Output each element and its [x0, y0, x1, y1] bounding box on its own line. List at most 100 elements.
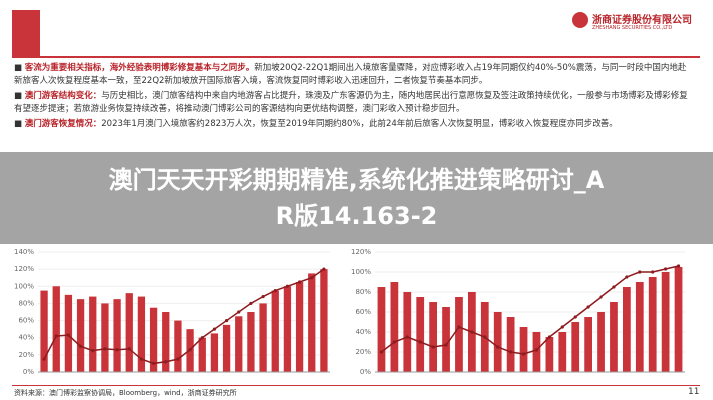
- line: [380, 265, 679, 355]
- y-tick-label: 100%: [351, 268, 371, 276]
- line-point: [470, 330, 474, 334]
- y-tick-label: 0%: [360, 368, 371, 376]
- bullet-head: 澳门游客结构变化：: [24, 91, 102, 101]
- bar: [320, 269, 328, 372]
- line-point: [103, 347, 107, 351]
- line-point: [418, 340, 422, 344]
- y-tick-label: 60%: [18, 317, 34, 325]
- charts: 0% 20% 40% 60% 80% 100% 120% 140% 0% 20% 40% 60% 80%…: [14, 248, 685, 376]
- bar: [648, 277, 657, 372]
- line-point: [212, 327, 217, 331]
- bar: [584, 317, 592, 372]
- page-number: 11: [688, 387, 700, 397]
- bar: [390, 282, 399, 372]
- line-point: [496, 345, 500, 349]
- logo-icon: [572, 12, 588, 28]
- line-point: [573, 315, 577, 319]
- line-point: [509, 350, 513, 354]
- header-accent: [12, 10, 40, 56]
- line-point: [457, 325, 461, 329]
- bar: [137, 296, 146, 372]
- footer-rule: [12, 385, 700, 386]
- bar: [125, 293, 133, 372]
- bar: [493, 312, 502, 372]
- line-point: [521, 352, 526, 356]
- bar: [113, 299, 121, 372]
- line-point: [139, 357, 144, 361]
- y-tick-label: 60%: [355, 308, 371, 316]
- bullet: ■ 澳门游客恢复情况：2023年1月澳门入境旅客约2823万人次，恢复至2019…: [14, 118, 694, 131]
- bullet: ■ 客流为重要相关指标，海外经验表明博彩修复基本与之同步。新加坡20Q2-22Q…: [14, 62, 694, 88]
- line-point: [164, 360, 168, 364]
- banner: 澳门天天开彩期期精准,系统化推进策略研讨_A R版14.163-2: [0, 152, 713, 244]
- y-tick-label: 20%: [18, 351, 34, 359]
- line-point: [638, 270, 642, 274]
- line-point: [322, 267, 326, 271]
- bar: [635, 282, 644, 372]
- bar: [283, 286, 292, 372]
- bullet-text: 与历史相比，澳门旅客结构中来自内地游客占比提升，珠澳及广东客源仍为主，随内地居民…: [14, 91, 688, 114]
- bar: [416, 297, 425, 372]
- bar: [149, 307, 158, 372]
- bar: [308, 273, 316, 372]
- bullet-marker: ■: [14, 63, 25, 73]
- bar: [661, 272, 670, 372]
- bar: [377, 287, 386, 372]
- y-tick-label: 40%: [355, 328, 371, 336]
- banner-line: R版14.163-2: [275, 202, 438, 230]
- bar: [271, 290, 279, 372]
- line-point: [676, 264, 681, 268]
- bar: [597, 312, 605, 372]
- line-point: [392, 340, 396, 344]
- bar: [259, 303, 267, 372]
- bullet-text: 2023年1月澳门入境旅客约2823万人次，恢复至2019年同期约80%，此前2…: [101, 119, 618, 129]
- y-tick-label: 80%: [18, 299, 34, 307]
- line-point: [91, 348, 95, 353]
- logo-name-en: ZHESHANG SECURITIES CO.,LTD: [592, 25, 673, 31]
- bar: [532, 332, 541, 372]
- bar: [519, 327, 528, 372]
- y-tick-label: 40%: [18, 334, 34, 342]
- line-point: [586, 305, 590, 309]
- line: [43, 268, 325, 365]
- bar: [506, 317, 515, 372]
- line-point: [431, 345, 435, 349]
- line-point: [42, 357, 46, 361]
- line-point: [127, 347, 131, 351]
- bar: [101, 303, 109, 372]
- bar: [162, 312, 170, 372]
- line-point: [151, 361, 156, 366]
- line-point: [273, 288, 277, 293]
- y-tick-label: 120%: [351, 248, 371, 256]
- line-point: [188, 348, 192, 352]
- header-rule: [12, 56, 700, 58]
- line-point: [444, 343, 448, 347]
- line-point: [651, 270, 655, 274]
- bar: [295, 282, 304, 372]
- bar: [545, 337, 554, 372]
- line-point: [612, 285, 616, 289]
- banner-line: 澳门天天开彩期期精准,系统化推进策略研讨_A: [108, 166, 605, 194]
- line-point: [261, 294, 265, 299]
- bar: [76, 299, 85, 372]
- bar: [52, 286, 60, 372]
- line-point: [560, 325, 564, 329]
- y-tick-label: 20%: [355, 348, 371, 356]
- bar: [198, 337, 206, 372]
- bar: [40, 290, 48, 372]
- line-point: [547, 335, 551, 339]
- line-point: [224, 318, 229, 323]
- bar: [674, 267, 683, 372]
- line-point: [664, 267, 668, 271]
- y-tick-label: 100%: [14, 282, 34, 290]
- footer-source: 资料来源：澳门博彩监察协调局，Bloomberg，wind，浙商证券研究所: [14, 389, 237, 397]
- bullet-head: 澳门游客恢复情况：: [24, 119, 102, 129]
- line-point: [66, 333, 71, 337]
- line-point: [200, 336, 204, 340]
- bar: [210, 333, 219, 372]
- line-point: [285, 284, 290, 288]
- bar: [623, 287, 631, 372]
- bullet: ■ 澳门游客结构变化：与历史相比，澳门旅客结构中来自内地游客占比提升，珠澳及广东…: [14, 90, 694, 116]
- y-tick-label: 80%: [355, 288, 371, 296]
